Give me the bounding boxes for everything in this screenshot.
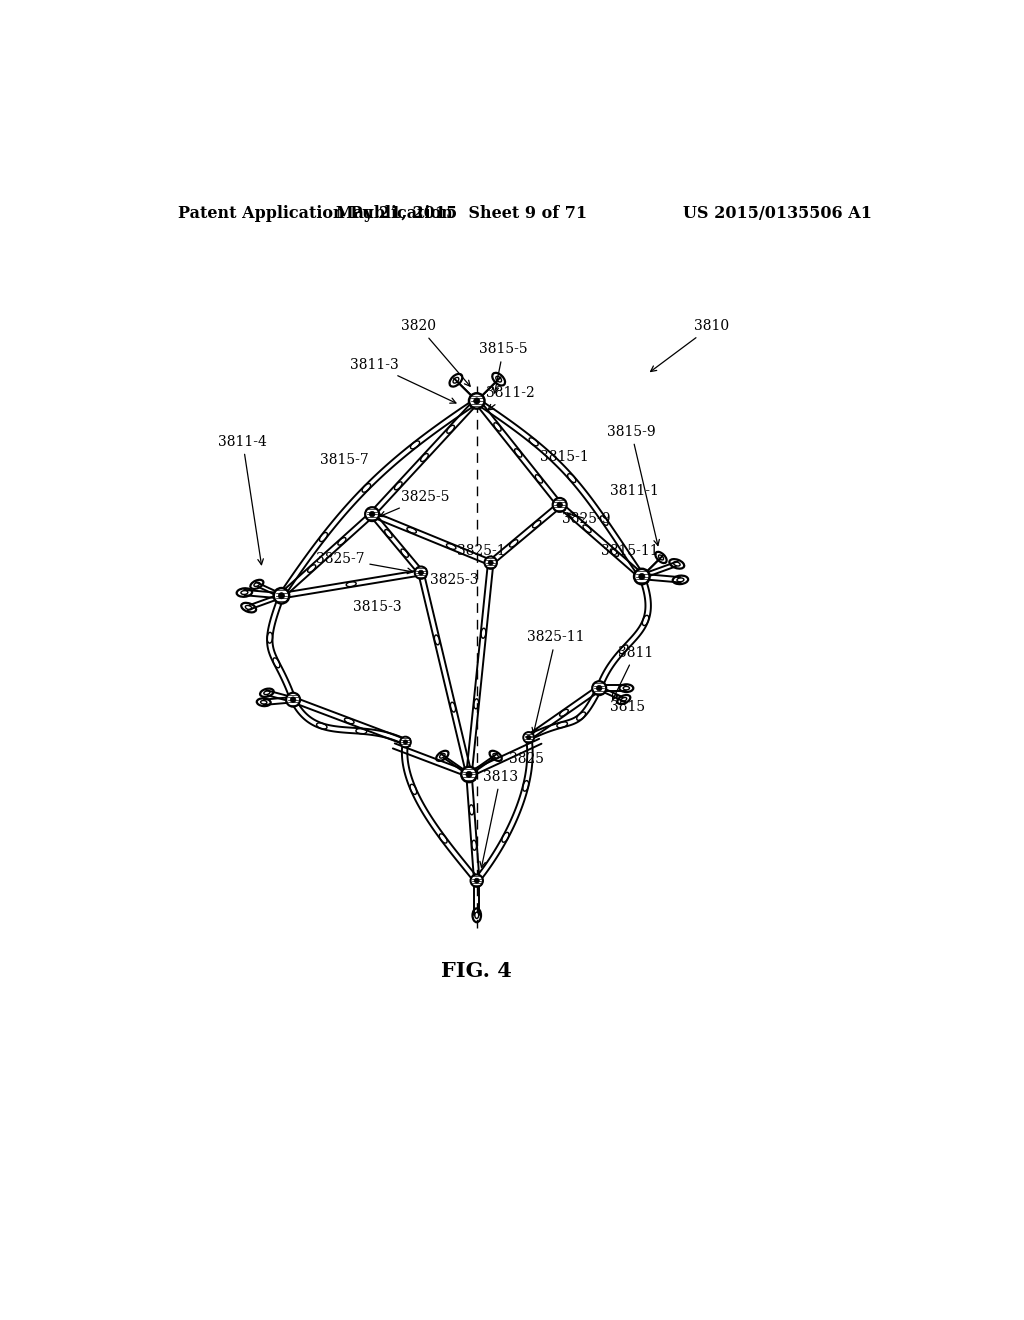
Text: 3825-1: 3825-1 [458,544,506,562]
Circle shape [400,737,411,747]
Text: 3825-7: 3825-7 [315,552,413,574]
Text: 3815-1: 3815-1 [541,450,589,465]
Circle shape [523,733,535,743]
Circle shape [557,502,562,508]
Circle shape [639,573,645,579]
Circle shape [403,741,408,744]
Circle shape [596,685,602,690]
Text: 3811: 3811 [612,645,653,700]
Circle shape [290,697,296,702]
Circle shape [474,878,479,883]
Circle shape [634,569,649,585]
Circle shape [279,593,285,599]
Text: 3815: 3815 [610,694,645,714]
Circle shape [488,560,494,565]
Text: 3825-9: 3825-9 [562,512,610,525]
Text: 3811-4: 3811-4 [218,434,267,565]
Circle shape [461,767,477,781]
Circle shape [415,566,427,578]
Text: 3825: 3825 [509,752,545,766]
Text: 3825-3: 3825-3 [430,573,479,587]
Text: 3815-5: 3815-5 [479,342,527,393]
Circle shape [273,589,289,603]
Circle shape [474,397,480,404]
Text: 3820: 3820 [401,319,470,387]
Text: 3810: 3810 [650,319,729,371]
Text: 3815-9: 3815-9 [607,425,659,545]
Text: 3815-3: 3815-3 [352,601,401,614]
Text: 3825-5: 3825-5 [380,490,450,516]
Circle shape [370,511,375,517]
Text: US 2015/0135506 A1: US 2015/0135506 A1 [683,206,872,222]
Circle shape [286,693,300,706]
Circle shape [469,393,484,409]
Text: 3811-1: 3811-1 [610,484,658,498]
Circle shape [366,507,379,521]
Text: May 21, 2015  Sheet 9 of 71: May 21, 2015 Sheet 9 of 71 [336,206,587,222]
Circle shape [419,570,424,576]
Text: 3811-2: 3811-2 [486,387,535,411]
Circle shape [553,498,566,512]
Circle shape [484,557,497,569]
Text: 3813: 3813 [480,770,518,867]
Circle shape [471,874,483,887]
Circle shape [592,681,606,696]
Text: 3811-3: 3811-3 [350,358,456,403]
Circle shape [526,735,530,739]
Text: 3815-7: 3815-7 [321,453,369,467]
Text: Patent Application Publication: Patent Application Publication [178,206,454,222]
Circle shape [466,771,472,777]
Text: 3825-11: 3825-11 [527,631,585,734]
Text: FIG. 4: FIG. 4 [441,961,512,981]
Text: 3815-11: 3815-11 [601,544,658,558]
